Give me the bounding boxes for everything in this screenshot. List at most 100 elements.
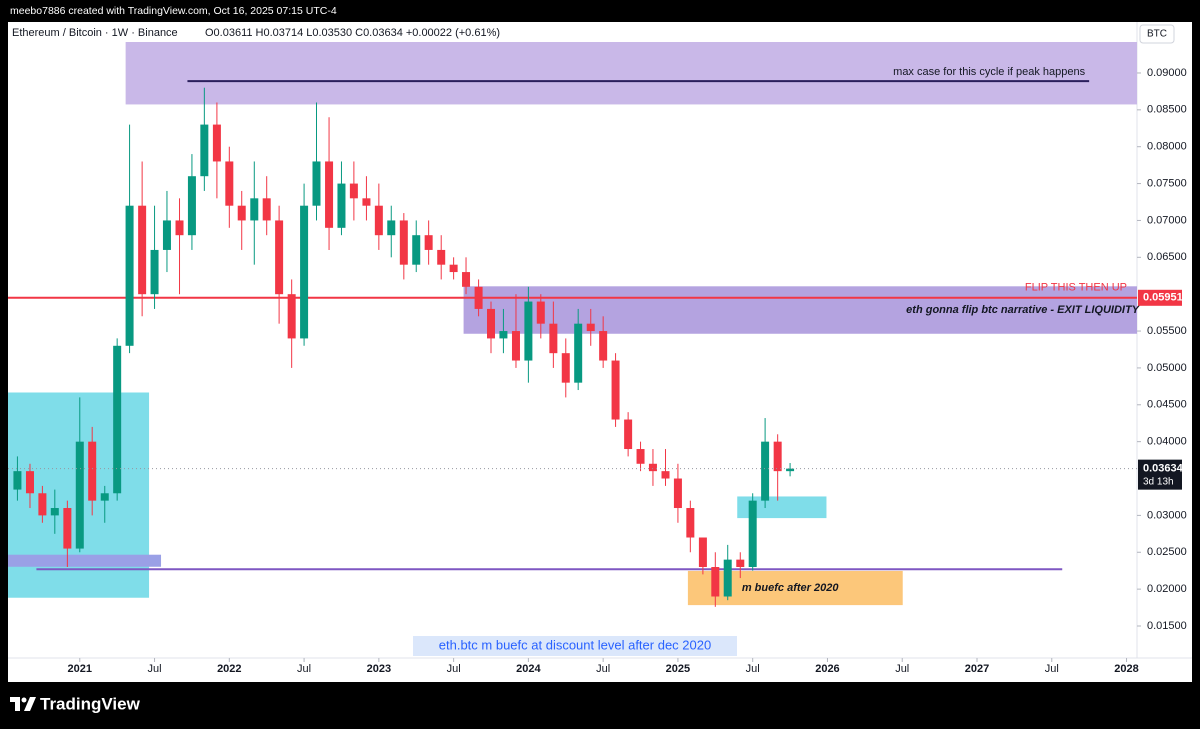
candle-body bbox=[736, 559, 745, 568]
candle-body bbox=[499, 331, 508, 339]
x-tick-label: 2025 bbox=[666, 663, 690, 675]
y-tick-label: 0.01500 bbox=[1147, 620, 1187, 632]
logo-text: TradingView bbox=[40, 694, 141, 713]
y-tick-label: 0.07500 bbox=[1147, 177, 1187, 189]
drawing-label: m buefc after 2020 bbox=[742, 582, 839, 594]
candle-body bbox=[262, 198, 271, 221]
candle-body bbox=[225, 161, 234, 206]
candle-body bbox=[300, 205, 309, 339]
y-tick-label: 0.05000 bbox=[1147, 362, 1187, 374]
candle-body bbox=[325, 161, 334, 228]
x-tick-label: 2023 bbox=[367, 663, 391, 675]
candle-body bbox=[424, 235, 433, 250]
candle-body bbox=[13, 471, 22, 490]
y-tick-label: 0.08000 bbox=[1147, 141, 1187, 153]
candle-body bbox=[387, 220, 396, 236]
candle-body bbox=[200, 124, 209, 177]
candle-body bbox=[648, 463, 657, 472]
candle-body bbox=[437, 249, 446, 265]
candle-body bbox=[748, 500, 757, 568]
candle-body bbox=[25, 471, 34, 494]
ohlc-readout: C0.03634 bbox=[355, 27, 403, 39]
zone bbox=[125, 42, 1137, 105]
y-tick-label: 0.08500 bbox=[1147, 104, 1187, 116]
candle-body bbox=[63, 508, 72, 549]
x-tick-label: Jul bbox=[1045, 663, 1059, 675]
y-tick-label: 0.02500 bbox=[1147, 546, 1187, 558]
candle-body bbox=[212, 124, 221, 162]
x-tick-label: 2024 bbox=[516, 663, 541, 675]
candle-body bbox=[187, 176, 196, 236]
candle-body bbox=[686, 508, 695, 538]
candle-body bbox=[462, 272, 471, 287]
currency-button[interactable] bbox=[1139, 24, 1175, 44]
y-tick-label: 0.05500 bbox=[1147, 325, 1187, 337]
countdown: 3d 13h bbox=[1143, 476, 1174, 487]
candle-body bbox=[312, 161, 321, 206]
candle-body bbox=[574, 323, 583, 383]
drawing-label: max case for this cycle if peak happens bbox=[893, 66, 1085, 78]
ohlc-readout: L0.03530 bbox=[306, 27, 352, 39]
candle-body bbox=[487, 308, 496, 339]
x-tick-label: 2022 bbox=[217, 663, 241, 675]
x-tick-label: Jul bbox=[148, 663, 162, 675]
candle-body bbox=[524, 301, 533, 361]
candle-body bbox=[175, 220, 184, 236]
y-tick-label: 0.09000 bbox=[1147, 67, 1187, 79]
candle-body bbox=[412, 235, 421, 265]
candle-body bbox=[773, 441, 782, 472]
candle-body bbox=[100, 493, 109, 501]
y-tick-label: 0.03000 bbox=[1147, 509, 1187, 521]
flip-price-tag bbox=[1138, 289, 1182, 306]
logo-dot bbox=[21, 697, 27, 703]
x-tick-label: Jul bbox=[447, 663, 461, 675]
credit: meebo7886 created with TradingView.com, … bbox=[10, 5, 337, 17]
candle-body bbox=[125, 205, 134, 346]
candle-body bbox=[250, 198, 259, 221]
candle-body bbox=[561, 353, 570, 383]
x-tick-label: Jul bbox=[596, 663, 610, 675]
plot-area bbox=[8, 42, 1137, 607]
candle-body bbox=[474, 286, 483, 309]
note: eth.btc m buefc at discount level after … bbox=[439, 637, 711, 652]
last-price-label: 0.03634 bbox=[1143, 463, 1184, 475]
candle-body bbox=[138, 205, 147, 295]
x-tick-label: 2028 bbox=[1114, 663, 1138, 675]
candle-body bbox=[362, 198, 371, 206]
candle-body bbox=[113, 345, 122, 494]
y-tick-label: 0.02000 bbox=[1147, 583, 1187, 595]
candle-body bbox=[536, 301, 545, 324]
candle-body bbox=[786, 468, 795, 472]
candle-body bbox=[50, 508, 59, 516]
zone bbox=[8, 554, 162, 567]
x-tick-label: Jul bbox=[297, 663, 311, 675]
candle-body bbox=[449, 264, 458, 273]
candle-body bbox=[374, 205, 383, 236]
candle-body bbox=[586, 323, 595, 332]
currency[interactable]: BTC bbox=[1147, 29, 1167, 40]
x-tick-label: 2026 bbox=[815, 663, 839, 675]
y-tick-label: 0.04500 bbox=[1147, 399, 1187, 411]
candle-body bbox=[162, 220, 171, 250]
candle-body bbox=[761, 441, 770, 501]
candle-body bbox=[673, 478, 682, 509]
candle-body bbox=[661, 471, 670, 479]
flip-price-label: 0.05951 bbox=[1143, 292, 1183, 304]
candle-body bbox=[237, 205, 246, 221]
candle-body bbox=[399, 220, 408, 265]
candle-body bbox=[75, 441, 84, 549]
last-price-tag bbox=[1138, 459, 1182, 490]
x-tick-label: 2027 bbox=[965, 663, 989, 675]
x-tick-label: Jul bbox=[746, 663, 760, 675]
candle-body bbox=[599, 331, 608, 361]
ohlc-readout: H0.03714 bbox=[256, 27, 304, 39]
candle-body bbox=[549, 323, 558, 354]
candle-body bbox=[287, 294, 296, 339]
y-tick-label: 0.07000 bbox=[1147, 214, 1187, 226]
candle-body bbox=[337, 183, 346, 228]
flip-label: FLIP THIS THEN UP bbox=[1025, 282, 1127, 294]
candle-body bbox=[698, 537, 707, 568]
candle-body bbox=[723, 559, 732, 597]
